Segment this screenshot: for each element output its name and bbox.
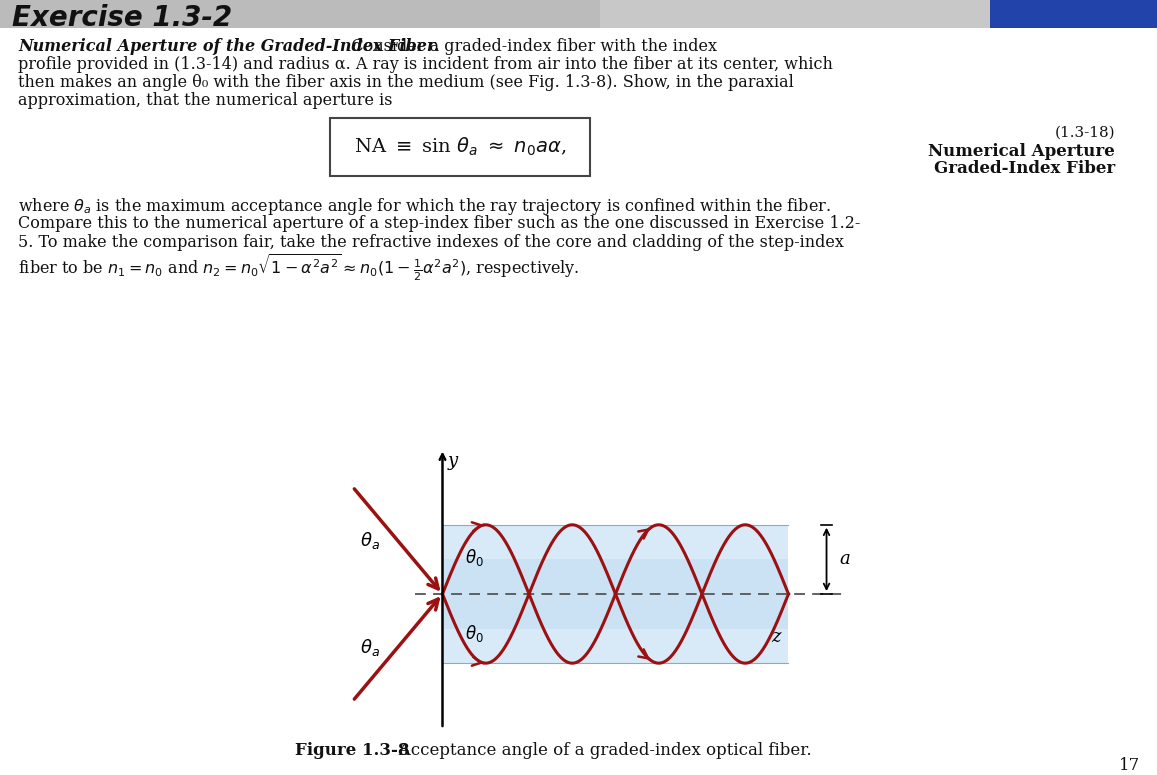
Text: $\theta_a$: $\theta_a$: [360, 638, 381, 659]
Bar: [330, 118, 590, 176]
Text: Exercise 1.3-2: Exercise 1.3-2: [12, 4, 233, 32]
Text: $\theta_a$: $\theta_a$: [360, 529, 381, 550]
Text: 5. To make the comparison fair, take the refractive indexes of the core and clad: 5. To make the comparison fair, take the…: [19, 234, 843, 251]
Text: Graded-Index Fiber: Graded-Index Fiber: [934, 160, 1115, 177]
Bar: [442, 560, 788, 629]
Text: 17: 17: [1119, 757, 1140, 774]
Bar: [0, 0, 600, 28]
Text: Numerical Aperture of the Graded-Index Fiber.: Numerical Aperture of the Graded-Index F…: [19, 38, 440, 55]
Text: Figure 1.3-8: Figure 1.3-8: [295, 742, 410, 759]
Text: a: a: [839, 550, 849, 568]
Text: Compare this to the numerical aperture of a step-index fiber such as the one dis: Compare this to the numerical aperture o…: [19, 215, 861, 232]
Text: (1.3-18): (1.3-18): [1054, 126, 1115, 140]
Text: then makes an angle θ₀ with the fiber axis in the medium (see Fig. 1.3-8). Show,: then makes an angle θ₀ with the fiber ax…: [19, 74, 794, 91]
Bar: [990, 0, 1157, 28]
Text: $\theta_0$: $\theta_0$: [465, 623, 484, 644]
Text: Numerical Aperture: Numerical Aperture: [928, 143, 1115, 160]
Text: y: y: [448, 452, 458, 470]
Text: fiber to be $n_1 = n_0$ and $n_2 = n_0\sqrt{1-\alpha^2a^2} \approx n_0(1 - \frac: fiber to be $n_1 = n_0$ and $n_2 = n_0\s…: [19, 253, 580, 284]
Text: profile provided in (1.3-14) and radius α. A ray is incident from air into the f: profile provided in (1.3-14) and radius …: [19, 56, 833, 73]
Bar: [0, 0, 1157, 28]
Text: Acceptance angle of a graded-index optical fiber.: Acceptance angle of a graded-index optic…: [383, 742, 811, 759]
Text: where $\theta_a$ is the maximum acceptance angle for which the ray trajectory is: where $\theta_a$ is the maximum acceptan…: [19, 196, 831, 217]
Text: approximation, that the numerical aperture is: approximation, that the numerical apertu…: [19, 92, 392, 109]
Text: Consider a graded-index fiber with the index: Consider a graded-index fiber with the i…: [336, 38, 717, 55]
Text: NA $\equiv$ sin $\theta_a$ $\approx$ $n_0 a\alpha$,: NA $\equiv$ sin $\theta_a$ $\approx$ $n_…: [354, 136, 566, 158]
Text: $\theta_0$: $\theta_0$: [465, 546, 484, 567]
Bar: [442, 525, 788, 663]
Text: z: z: [772, 628, 781, 646]
